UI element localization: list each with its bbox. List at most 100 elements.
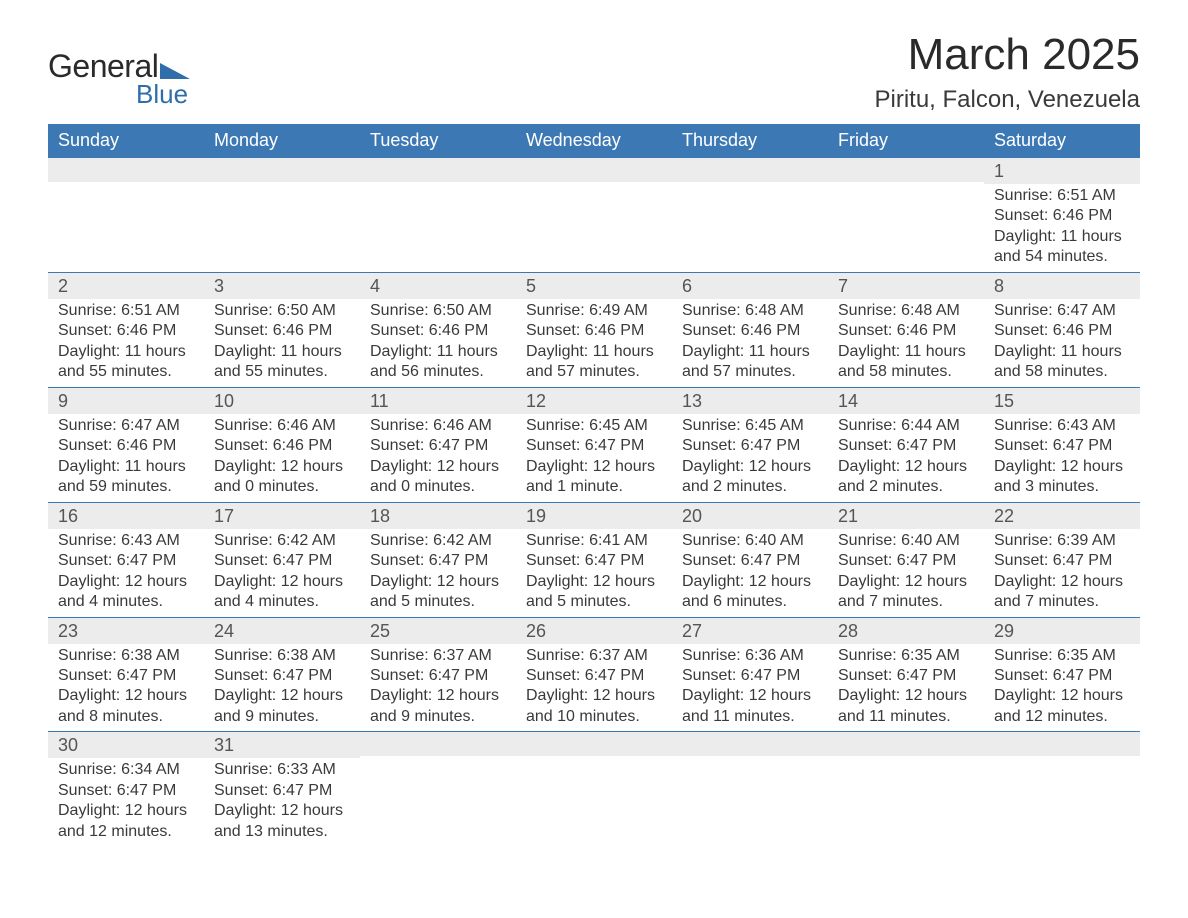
day-cell: 7Sunrise: 6:48 AMSunset: 6:46 PMDaylight…	[828, 272, 984, 387]
sunset-text: Sunset: 6:46 PM	[994, 321, 1130, 341]
day-body: Sunrise: 6:50 AMSunset: 6:46 PMDaylight:…	[204, 299, 360, 387]
sunrise-text: Sunrise: 6:45 AM	[682, 416, 818, 436]
day-cell: 8Sunrise: 6:47 AMSunset: 6:46 PMDaylight…	[984, 272, 1140, 387]
day-number	[516, 158, 672, 182]
day-number	[360, 158, 516, 182]
sunrise-text: Sunrise: 6:48 AM	[682, 301, 818, 321]
daylight-text: Daylight: 12 hours and 8 minutes.	[58, 686, 194, 727]
sunset-text: Sunset: 6:46 PM	[58, 436, 194, 456]
daylight-text: Daylight: 12 hours and 11 minutes.	[682, 686, 818, 727]
day-number: 16	[48, 503, 204, 529]
sunset-text: Sunset: 6:46 PM	[214, 321, 350, 341]
day-number: 29	[984, 618, 1140, 644]
daylight-text: Daylight: 12 hours and 7 minutes.	[838, 572, 974, 613]
day-body	[828, 182, 984, 202]
sunset-text: Sunset: 6:46 PM	[58, 321, 194, 341]
day-cell: 31Sunrise: 6:33 AMSunset: 6:47 PMDayligh…	[204, 732, 360, 846]
sunset-text: Sunset: 6:46 PM	[214, 436, 350, 456]
sunset-text: Sunset: 6:46 PM	[682, 321, 818, 341]
day-number: 21	[828, 503, 984, 529]
title-block: March 2025 Piritu, Falcon, Venezuela	[875, 30, 1141, 114]
location-text: Piritu, Falcon, Venezuela	[875, 86, 1141, 114]
sunset-text: Sunset: 6:47 PM	[370, 436, 506, 456]
sunrise-text: Sunrise: 6:48 AM	[838, 301, 974, 321]
day-cell: 9Sunrise: 6:47 AMSunset: 6:46 PMDaylight…	[48, 387, 204, 502]
sunset-text: Sunset: 6:47 PM	[214, 666, 350, 686]
sunrise-text: Sunrise: 6:35 AM	[994, 646, 1130, 666]
week-row: 9Sunrise: 6:47 AMSunset: 6:46 PMDaylight…	[48, 387, 1140, 502]
day-cell: 5Sunrise: 6:49 AMSunset: 6:46 PMDaylight…	[516, 272, 672, 387]
daylight-text: Daylight: 11 hours and 57 minutes.	[682, 342, 818, 383]
day-number: 30	[48, 732, 204, 758]
daylight-text: Daylight: 12 hours and 2 minutes.	[838, 457, 974, 498]
sunrise-text: Sunrise: 6:42 AM	[370, 531, 506, 551]
day-number: 6	[672, 273, 828, 299]
day-number: 28	[828, 618, 984, 644]
day-cell: 26Sunrise: 6:37 AMSunset: 6:47 PMDayligh…	[516, 617, 672, 732]
day-cell: 20Sunrise: 6:40 AMSunset: 6:47 PMDayligh…	[672, 502, 828, 617]
day-cell: 21Sunrise: 6:40 AMSunset: 6:47 PMDayligh…	[828, 502, 984, 617]
day-body: Sunrise: 6:42 AMSunset: 6:47 PMDaylight:…	[360, 529, 516, 617]
day-body: Sunrise: 6:47 AMSunset: 6:46 PMDaylight:…	[48, 414, 204, 502]
daylight-text: Daylight: 11 hours and 57 minutes.	[526, 342, 662, 383]
day-cell: 4Sunrise: 6:50 AMSunset: 6:46 PMDaylight…	[360, 272, 516, 387]
sunset-text: Sunset: 6:47 PM	[214, 551, 350, 571]
sunset-text: Sunset: 6:47 PM	[58, 666, 194, 686]
day-cell: 10Sunrise: 6:46 AMSunset: 6:46 PMDayligh…	[204, 387, 360, 502]
daylight-text: Daylight: 11 hours and 55 minutes.	[58, 342, 194, 383]
sunset-text: Sunset: 6:47 PM	[58, 781, 194, 801]
day-body: Sunrise: 6:48 AMSunset: 6:46 PMDaylight:…	[672, 299, 828, 387]
day-body: Sunrise: 6:46 AMSunset: 6:47 PMDaylight:…	[360, 414, 516, 502]
daylight-text: Daylight: 12 hours and 5 minutes.	[370, 572, 506, 613]
sunrise-text: Sunrise: 6:50 AM	[370, 301, 506, 321]
daylight-text: Daylight: 12 hours and 0 minutes.	[214, 457, 350, 498]
daylight-text: Daylight: 12 hours and 3 minutes.	[994, 457, 1130, 498]
sunset-text: Sunset: 6:47 PM	[214, 781, 350, 801]
daylight-text: Daylight: 12 hours and 10 minutes.	[526, 686, 662, 727]
day-body	[204, 182, 360, 202]
dow-monday: Monday	[204, 124, 360, 158]
day-number: 9	[48, 388, 204, 414]
sunset-text: Sunset: 6:47 PM	[58, 551, 194, 571]
sunset-text: Sunset: 6:47 PM	[370, 551, 506, 571]
day-body: Sunrise: 6:40 AMSunset: 6:47 PMDaylight:…	[828, 529, 984, 617]
dow-tuesday: Tuesday	[360, 124, 516, 158]
header: General Blue March 2025 Piritu, Falcon, …	[48, 30, 1140, 114]
day-number: 26	[516, 618, 672, 644]
day-body: Sunrise: 6:51 AMSunset: 6:46 PMDaylight:…	[48, 299, 204, 387]
day-number	[204, 158, 360, 182]
day-body: Sunrise: 6:43 AMSunset: 6:47 PMDaylight:…	[48, 529, 204, 617]
sunset-text: Sunset: 6:47 PM	[994, 551, 1130, 571]
sunrise-text: Sunrise: 6:51 AM	[994, 186, 1130, 206]
sunset-text: Sunset: 6:47 PM	[994, 436, 1130, 456]
week-row: 2Sunrise: 6:51 AMSunset: 6:46 PMDaylight…	[48, 272, 1140, 387]
day-body	[984, 756, 1140, 776]
sunrise-text: Sunrise: 6:40 AM	[838, 531, 974, 551]
day-body: Sunrise: 6:42 AMSunset: 6:47 PMDaylight:…	[204, 529, 360, 617]
sunrise-text: Sunrise: 6:46 AM	[370, 416, 506, 436]
day-body	[360, 756, 516, 776]
calendar-table: Sunday Monday Tuesday Wednesday Thursday…	[48, 124, 1140, 846]
day-body: Sunrise: 6:37 AMSunset: 6:47 PMDaylight:…	[516, 644, 672, 732]
sunset-text: Sunset: 6:47 PM	[526, 666, 662, 686]
daylight-text: Daylight: 12 hours and 4 minutes.	[58, 572, 194, 613]
day-cell	[360, 158, 516, 273]
day-body: Sunrise: 6:38 AMSunset: 6:47 PMDaylight:…	[48, 644, 204, 732]
day-number	[984, 732, 1140, 756]
daylight-text: Daylight: 12 hours and 13 minutes.	[214, 801, 350, 842]
day-body: Sunrise: 6:47 AMSunset: 6:46 PMDaylight:…	[984, 299, 1140, 387]
daylight-text: Daylight: 12 hours and 1 minute.	[526, 457, 662, 498]
sunrise-text: Sunrise: 6:47 AM	[58, 416, 194, 436]
sunset-text: Sunset: 6:47 PM	[682, 551, 818, 571]
sunrise-text: Sunrise: 6:40 AM	[682, 531, 818, 551]
day-cell: 19Sunrise: 6:41 AMSunset: 6:47 PMDayligh…	[516, 502, 672, 617]
daylight-text: Daylight: 11 hours and 56 minutes.	[370, 342, 506, 383]
day-body: Sunrise: 6:45 AMSunset: 6:47 PMDaylight:…	[516, 414, 672, 502]
sunrise-text: Sunrise: 6:50 AM	[214, 301, 350, 321]
day-number: 5	[516, 273, 672, 299]
day-body	[516, 182, 672, 202]
sunrise-text: Sunrise: 6:44 AM	[838, 416, 974, 436]
sunset-text: Sunset: 6:47 PM	[526, 436, 662, 456]
week-row: 16Sunrise: 6:43 AMSunset: 6:47 PMDayligh…	[48, 502, 1140, 617]
day-body: Sunrise: 6:44 AMSunset: 6:47 PMDaylight:…	[828, 414, 984, 502]
